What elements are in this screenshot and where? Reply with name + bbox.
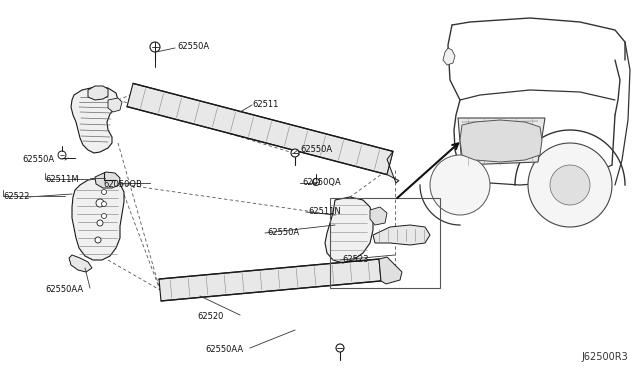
Polygon shape: [387, 151, 399, 183]
Circle shape: [528, 143, 612, 227]
Circle shape: [102, 189, 106, 195]
Polygon shape: [370, 207, 387, 225]
Text: 62050QB: 62050QB: [103, 180, 142, 189]
Polygon shape: [71, 87, 118, 153]
Polygon shape: [460, 120, 542, 162]
Polygon shape: [458, 118, 545, 165]
Polygon shape: [88, 86, 108, 100]
Polygon shape: [373, 225, 430, 245]
Text: 62550A: 62550A: [177, 42, 209, 51]
Text: 62550A: 62550A: [22, 155, 54, 164]
Circle shape: [96, 199, 104, 207]
Circle shape: [102, 214, 106, 218]
Text: J62500R3: J62500R3: [581, 352, 628, 362]
Polygon shape: [95, 172, 120, 188]
Text: 62050QA: 62050QA: [302, 178, 340, 187]
Text: 62550A: 62550A: [300, 145, 332, 154]
Text: 62520: 62520: [197, 312, 223, 321]
Circle shape: [97, 220, 103, 226]
Circle shape: [430, 155, 490, 215]
Circle shape: [336, 344, 344, 352]
Circle shape: [312, 179, 319, 186]
Circle shape: [291, 149, 299, 157]
Text: 62550AA: 62550AA: [205, 345, 243, 354]
Polygon shape: [325, 197, 373, 263]
Polygon shape: [127, 83, 393, 174]
Polygon shape: [108, 98, 122, 112]
Circle shape: [58, 151, 66, 159]
Bar: [330, 198, 440, 288]
Polygon shape: [443, 48, 455, 65]
Text: 62511: 62511: [252, 100, 278, 109]
Polygon shape: [379, 257, 402, 284]
Polygon shape: [72, 178, 124, 260]
Text: 62550A: 62550A: [267, 228, 299, 237]
Text: 62511N: 62511N: [308, 207, 340, 216]
Text: 62511M: 62511M: [45, 175, 79, 184]
Text: 62550AA: 62550AA: [45, 285, 83, 294]
Polygon shape: [69, 255, 92, 272]
Circle shape: [95, 237, 101, 243]
Polygon shape: [159, 259, 381, 301]
Text: 62523: 62523: [342, 255, 369, 264]
Text: 62522: 62522: [3, 192, 29, 201]
Circle shape: [102, 202, 106, 206]
Circle shape: [550, 165, 590, 205]
Circle shape: [150, 42, 160, 52]
